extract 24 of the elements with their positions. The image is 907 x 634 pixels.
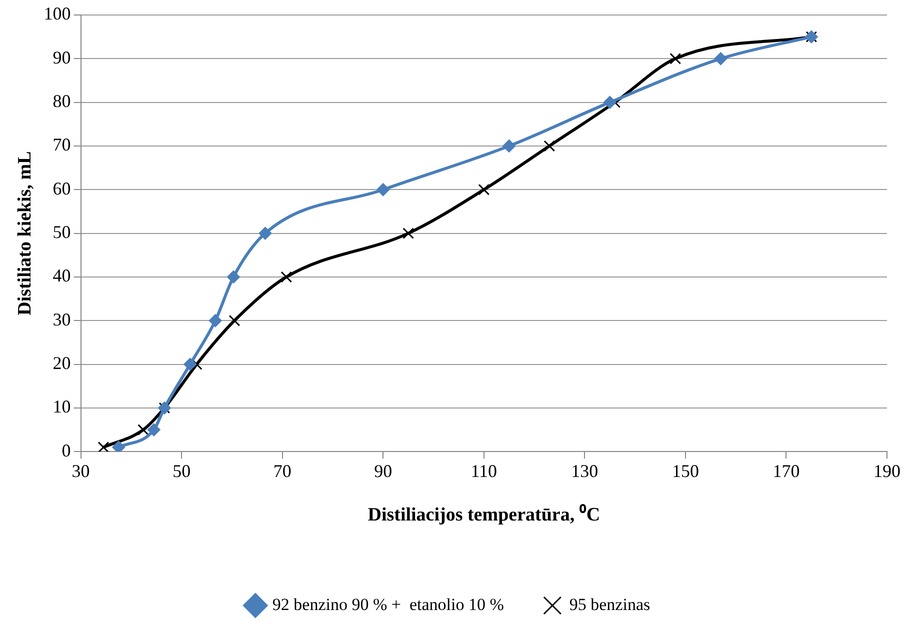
y-tick-label: 0 — [62, 440, 71, 460]
x-tick-label: 90 — [374, 461, 392, 482]
legend-label: 95 benzinas — [569, 594, 650, 614]
y-tick-label: 20 — [52, 353, 71, 374]
y-tick-label: 40 — [52, 266, 71, 286]
y-tick-label: 90 — [52, 47, 71, 68]
y-tick-label: 80 — [52, 91, 71, 112]
y-tick-label: 100 — [44, 4, 71, 24]
x-tick-label: 130 — [571, 461, 598, 482]
x-tick-label: 110 — [470, 461, 498, 482]
x-axis-title: Distiliacijos temperatūra, ⁰C — [368, 504, 600, 526]
x-tick-label: 50 — [172, 461, 191, 482]
y-tick-label: 30 — [52, 309, 71, 330]
x-tick-label: 30 — [72, 461, 90, 482]
x-tick-label: 170 — [772, 461, 800, 482]
x-tick-label: 70 — [273, 461, 292, 482]
x-tick-label: 150 — [672, 461, 699, 482]
y-tick-label: 70 — [52, 134, 71, 155]
y-tick-label: 10 — [52, 396, 71, 417]
y-tick-label: 50 — [52, 222, 71, 242]
y-tick-label: 60 — [52, 178, 71, 198]
y-axis-title: Distiliato kiekis, mL — [14, 151, 36, 316]
x-tick-label: 190 — [874, 461, 900, 482]
legend-label: 92 benzino 90 % + etanolio 10 % — [272, 594, 504, 614]
